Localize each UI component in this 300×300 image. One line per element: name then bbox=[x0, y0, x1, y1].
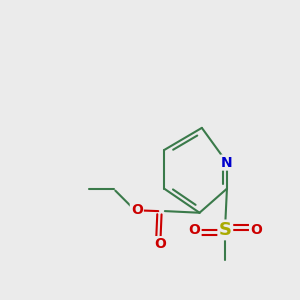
Text: O: O bbox=[250, 223, 262, 237]
Text: S: S bbox=[219, 221, 232, 239]
Text: O: O bbox=[189, 223, 200, 237]
Text: O: O bbox=[131, 203, 143, 218]
Text: O: O bbox=[154, 237, 166, 251]
Text: N: N bbox=[221, 155, 233, 170]
